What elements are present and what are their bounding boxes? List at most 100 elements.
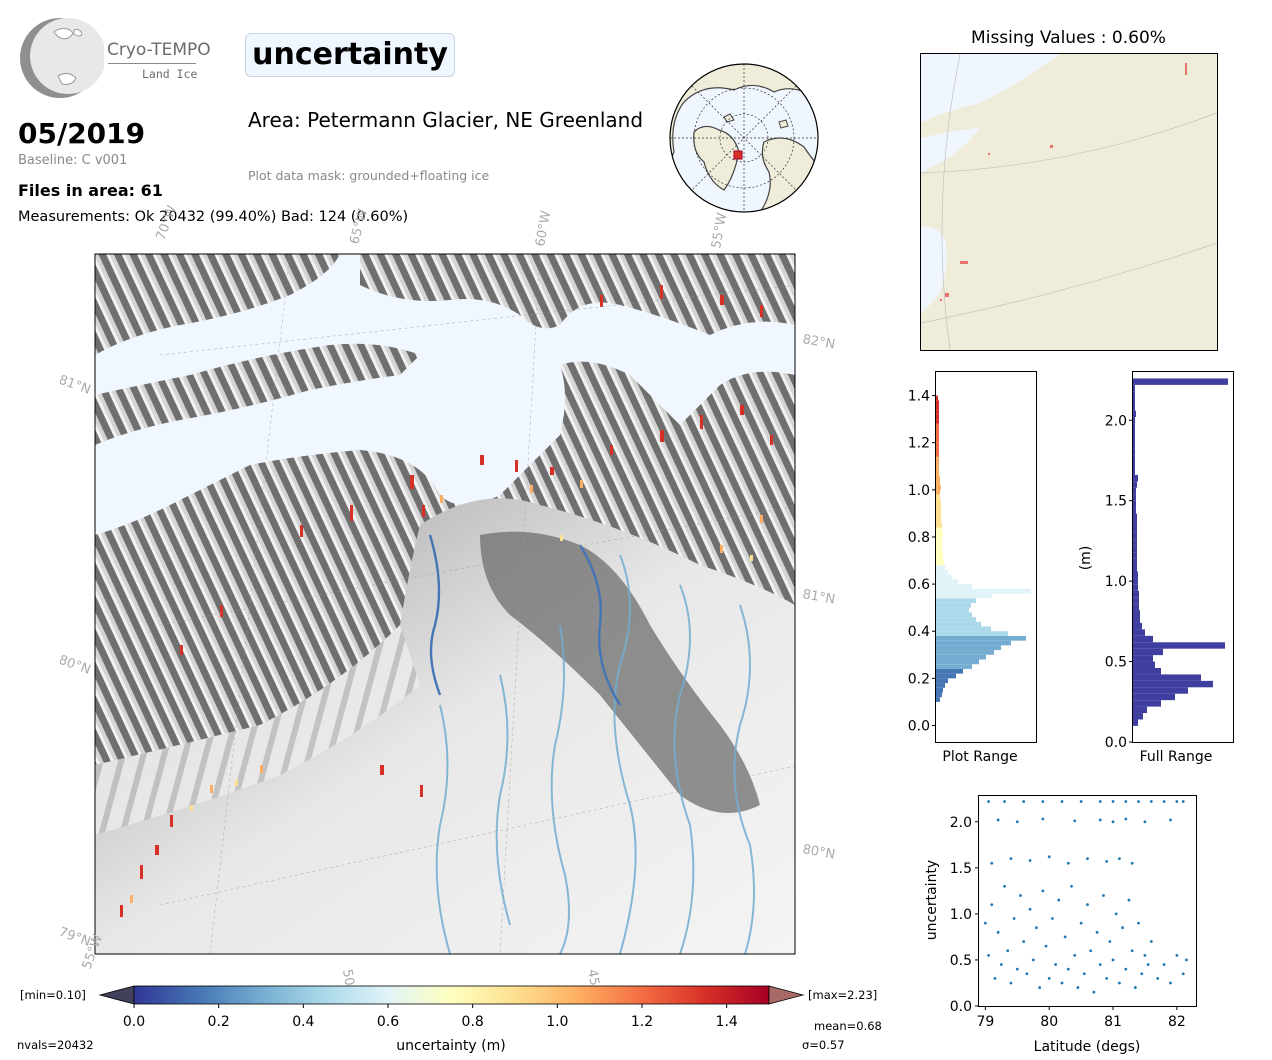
histogram-bar <box>936 551 943 556</box>
histogram-tick-label: 0.6 <box>908 577 930 593</box>
stat-sigma: σ=0.57 <box>802 1038 845 1052</box>
histogram-bar <box>1133 674 1201 681</box>
scatter-point <box>990 903 994 907</box>
histogram-bar <box>1133 558 1137 566</box>
histogram-bar <box>1133 642 1225 649</box>
histogram-bar <box>1133 417 1135 424</box>
scatter-point <box>1108 940 1112 943</box>
scatter-point <box>1137 921 1140 925</box>
scatter-point <box>1118 981 1121 985</box>
histogram-bar <box>936 692 942 698</box>
histogram-tick-label: 1.0 <box>908 483 930 499</box>
scatter-point <box>1015 967 1019 971</box>
histogram-bar <box>1133 687 1188 694</box>
scatter-point <box>1073 819 1077 823</box>
scatter-point <box>1140 972 1144 976</box>
histogram-bar <box>1133 661 1155 668</box>
date-label: 05/2019 <box>18 117 146 150</box>
histogram-bar <box>1133 507 1136 514</box>
scatter-point <box>1162 963 1166 966</box>
scatter-point <box>1102 894 1105 897</box>
page-title: uncertainty <box>245 33 455 77</box>
scatter-points <box>983 800 1188 994</box>
scatter-point <box>1041 800 1045 803</box>
scatter-point <box>1098 800 1102 803</box>
scatter-x-tick-label: 79 <box>976 1014 994 1030</box>
colorbar-min-label: [min=0.10] <box>20 988 86 1002</box>
scatter-point <box>1127 898 1131 902</box>
histogram-bar <box>936 518 941 523</box>
lat-label-80n-left: 80°N <box>60 653 93 678</box>
histogram-tick-label: 0.0 <box>908 719 930 735</box>
histogram-bar <box>1133 481 1137 488</box>
scatter-point <box>1050 917 1054 920</box>
scatter-point <box>1098 818 1102 822</box>
histogram-bar <box>1133 603 1139 611</box>
scatter-point <box>1162 800 1166 803</box>
histogram-bar <box>1133 429 1135 437</box>
histogram-bar <box>936 404 939 410</box>
histogram-tick-label: 0.2 <box>908 671 930 687</box>
scatter-point <box>1003 800 1006 803</box>
full-range-bars <box>1133 378 1228 726</box>
histogram-bar <box>936 414 939 420</box>
lat-label-79n-left: 79°N <box>60 925 93 950</box>
scatter-point <box>1124 800 1128 803</box>
scatter-point <box>1031 958 1035 962</box>
scatter-point <box>1143 953 1147 957</box>
histogram-bar <box>1133 455 1135 463</box>
scatter-point <box>1143 820 1147 824</box>
scatter-ticks: 79 80 81 82 0.0 0.5 1.0 1.5 2.0 <box>950 815 1186 1030</box>
scatter-point <box>1066 861 1070 865</box>
lon-label-70w: 70°W <box>154 205 180 242</box>
histogram-bar <box>1133 449 1135 456</box>
scatter-point <box>1111 800 1115 803</box>
lat-label-82n-right: 82°N <box>801 332 836 352</box>
scatter-point <box>1015 820 1019 824</box>
histogram-bar <box>1133 384 1135 392</box>
histogram-bar <box>936 437 939 443</box>
histogram-bar <box>936 522 942 528</box>
histogram-bar <box>1133 629 1145 636</box>
histogram-bar <box>936 419 939 424</box>
scatter-x-tick-label: 81 <box>1104 1014 1122 1030</box>
histogram-bar <box>1133 404 1135 411</box>
scatter-point <box>1060 981 1064 985</box>
histogram-tick-label: 0.8 <box>908 530 930 546</box>
scatter-x-tick-label: 82 <box>1168 1014 1186 1030</box>
main-map: 70°W 65°W 60°W 55°W 55°W 50°W 45°W 81°N … <box>60 205 836 985</box>
plot-range-ticks: 0.0 0.2 0.4 0.6 0.8 1.0 1.2 1.4 <box>908 389 936 735</box>
scatter-point <box>999 963 1003 966</box>
histogram-bar <box>1133 590 1139 598</box>
histogram-bar <box>936 598 976 603</box>
histogram-bar <box>1133 520 1137 527</box>
histogram-bar <box>1133 462 1135 469</box>
scatter-point <box>1095 930 1099 934</box>
histogram-bar <box>936 569 948 575</box>
histogram-bar <box>936 687 943 693</box>
scatter-point <box>1041 817 1045 821</box>
histogram-bar <box>1133 539 1137 546</box>
scatter-point <box>1146 963 1150 966</box>
histogram-bar <box>1133 552 1137 559</box>
histogram-bar <box>936 447 939 453</box>
scatter-point <box>1076 986 1080 989</box>
histogram-bar <box>936 475 940 481</box>
histogram-bar <box>1133 565 1137 572</box>
histogram-bar <box>1133 706 1147 714</box>
histogram-bar <box>1133 668 1161 675</box>
histogram-bar <box>936 602 971 608</box>
scatter-xlabel: Latitude (degs) <box>1034 1039 1141 1055</box>
stat-nvals: nvals=20432 <box>17 1038 94 1052</box>
histogram-bar <box>936 668 963 674</box>
scatter-point <box>1114 912 1118 916</box>
scatter-point <box>1079 800 1083 803</box>
baseline-label: Baseline: C v001 <box>18 153 128 168</box>
histogram-bar <box>1133 397 1135 405</box>
histogram-bar <box>1133 436 1135 443</box>
histogram-bar <box>1133 713 1143 720</box>
histogram-bar <box>936 546 942 552</box>
histogram-bar <box>936 499 941 504</box>
scatter-point <box>1028 907 1032 911</box>
scatter-point <box>1063 935 1067 939</box>
